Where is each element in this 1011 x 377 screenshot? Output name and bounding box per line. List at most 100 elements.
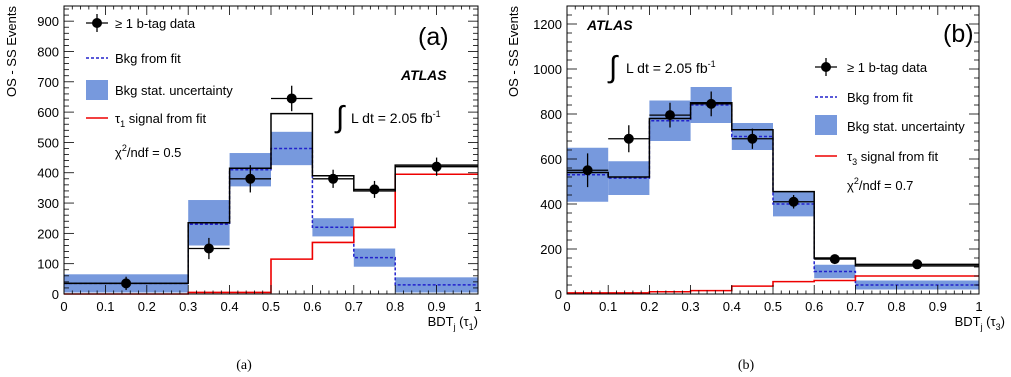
b-data-points xyxy=(567,91,979,270)
y-tick-label: 400 xyxy=(540,197,562,212)
data-point xyxy=(64,276,189,291)
data-point-marker xyxy=(328,173,339,184)
panel-a: 0 0.1 0.2 0.3 0.4 0.5 0.6 0.7 0.8 0.9 1 0 100 200 300… xyxy=(4,5,482,332)
data-point-marker xyxy=(665,110,675,121)
x-tick-label: 0.3 xyxy=(682,299,700,314)
b-atlas-label: ATLAS xyxy=(586,17,633,33)
a-legend-band-label: Bkg stat. uncertainty xyxy=(115,83,233,98)
y-tick-label: 1200 xyxy=(533,17,562,32)
x-tick-label: 0.9 xyxy=(428,299,446,314)
data-point-marker xyxy=(369,184,380,195)
bkg-uncertainty-bin xyxy=(353,248,396,267)
y-tick-label: 800 xyxy=(540,107,562,122)
bkg-fit-step xyxy=(64,147,478,286)
data-point xyxy=(690,91,732,117)
a-legend-data-marker xyxy=(92,18,102,28)
panel-b: 0 0.1 0.2 0.3 0.4 0.5 0.6 0.7 0.8 0.9 1 0 200 400 600… xyxy=(506,5,1005,332)
data-point xyxy=(731,128,773,149)
b-y-axis-label: OS - SS Events xyxy=(506,6,521,98)
b-legend-data-label: ≥ 1 b-tag data xyxy=(847,60,928,75)
x-tick-label: 0 xyxy=(563,299,570,314)
b-legend-data-marker xyxy=(821,62,831,72)
a-lumi-label: L dt = 2.05 fb-1 xyxy=(351,109,441,126)
b-x-axis-label: BDTj (τ3) xyxy=(955,314,1005,332)
b-legend-bkg-label: Bkg from fit xyxy=(847,90,913,105)
data-point-marker xyxy=(431,161,442,172)
y-tick-label: 800 xyxy=(37,44,59,59)
y-tick-label: 400 xyxy=(37,166,59,181)
x-tick-label: 0.7 xyxy=(345,299,363,314)
a-chi2-label: χ2/ndf = 0.5 xyxy=(115,143,181,160)
x-tick-label: 0.5 xyxy=(262,299,280,314)
x-tick-label: 0.6 xyxy=(303,299,321,314)
y-tick-label: 600 xyxy=(540,152,562,167)
data-point-marker xyxy=(623,133,634,144)
x-tick-label: 0.4 xyxy=(221,299,239,314)
x-tick-label: 0.1 xyxy=(599,299,617,314)
data-point-marker xyxy=(286,93,297,104)
y-tick-label: 700 xyxy=(37,75,59,90)
b-lumi-label: L dt = 2.05 fb-1 xyxy=(626,59,716,76)
total-fit-step xyxy=(64,112,478,285)
b-caption: (b) xyxy=(738,358,755,373)
x-tick-label: 0.9 xyxy=(929,299,947,314)
data-point-marker xyxy=(829,254,840,265)
data-point xyxy=(353,180,396,198)
b-y-tick-labels: 0 200 400 600 800 1000 1200 xyxy=(533,17,562,302)
x-tick-label: 1 xyxy=(975,299,982,314)
y-tick-label: 200 xyxy=(37,226,59,241)
a-legend-signal-label: τ1 signal from fit xyxy=(115,111,206,129)
data-point-marker xyxy=(245,173,256,184)
x-tick-label: 0.7 xyxy=(846,299,864,314)
x-tick-label: 0.1 xyxy=(96,299,114,314)
x-tick-label: 0.8 xyxy=(888,299,906,314)
data-point xyxy=(814,254,856,265)
b-legend-band-swatch xyxy=(815,115,837,135)
data-point-marker xyxy=(912,259,923,270)
a-data-points xyxy=(64,85,478,291)
data-point-marker xyxy=(706,98,717,109)
b-x-tick-labels: 0 0.1 0.2 0.3 0.4 0.5 0.6 0.7 0.8 0.9 1 xyxy=(563,299,982,314)
data-point-marker xyxy=(121,278,132,289)
b-chi2-label: χ2/ndf = 0.7 xyxy=(847,176,913,193)
data-point xyxy=(567,153,609,188)
x-tick-label: 0.4 xyxy=(723,299,741,314)
y-tick-label: 900 xyxy=(37,14,59,29)
data-point xyxy=(312,169,354,188)
a-legend-bkg-label: Bkg from fit xyxy=(115,51,181,66)
b-panel-tag: (b) xyxy=(943,20,974,48)
y-tick-label: 200 xyxy=(540,242,562,257)
a-x-tick-labels: 0 0.1 0.2 0.3 0.4 0.5 0.6 0.7 0.8 0.9 1 xyxy=(60,299,481,314)
a-legend: ≥ 1 b-tag data Bkg from fit Bkg stat. un… xyxy=(86,14,233,160)
b-lumi-integral: ∫ xyxy=(607,51,619,84)
b-legend-signal-label: τ3 signal from fit xyxy=(847,149,938,167)
data-point xyxy=(188,237,230,260)
y-tick-label: 600 xyxy=(37,105,59,120)
b-tick-marks xyxy=(566,5,980,295)
data-point xyxy=(229,165,271,193)
a-lumi-integral: ∫ xyxy=(334,101,346,134)
b-legend: ≥ 1 b-tag data Bkg from fit Bkg stat. un… xyxy=(815,58,965,193)
data-point xyxy=(649,102,691,128)
x-tick-label: 0.6 xyxy=(805,299,823,314)
x-tick-label: 0 xyxy=(60,299,67,314)
y-tick-label: 100 xyxy=(37,257,59,272)
x-tick-label: 0.8 xyxy=(386,299,404,314)
a-legend-band-swatch xyxy=(86,80,108,100)
data-point xyxy=(855,259,979,270)
a-fit-lines xyxy=(64,112,478,295)
data-point xyxy=(773,195,815,209)
y-tick-label: 0 xyxy=(52,287,59,302)
data-point xyxy=(395,157,478,176)
a-legend-data-label: ≥ 1 b-tag data xyxy=(115,16,196,31)
x-tick-label: 0.2 xyxy=(138,299,156,314)
y-tick-label: 1000 xyxy=(533,62,562,77)
y-tick-label: 300 xyxy=(37,196,59,211)
a-caption: (a) xyxy=(236,358,252,373)
data-point xyxy=(271,85,313,112)
y-tick-label: 500 xyxy=(37,135,59,150)
x-tick-label: 0.5 xyxy=(764,299,782,314)
x-tick-label: 0.2 xyxy=(640,299,658,314)
a-tick-marks xyxy=(63,6,479,295)
